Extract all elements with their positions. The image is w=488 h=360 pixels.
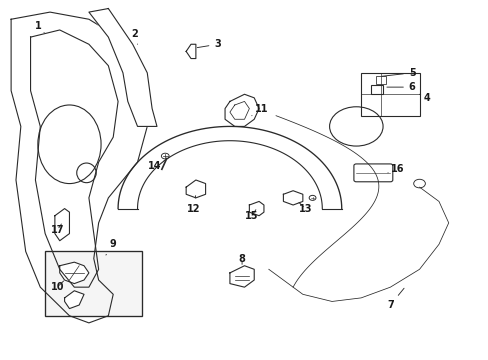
Text: 5: 5 (381, 68, 415, 78)
Text: 9: 9 (106, 239, 116, 255)
Bar (361, 73, 419, 116)
Polygon shape (89, 9, 157, 126)
Polygon shape (283, 191, 302, 205)
Text: 1: 1 (35, 21, 44, 32)
Circle shape (308, 195, 315, 201)
Polygon shape (60, 262, 89, 284)
Text: 14: 14 (147, 160, 164, 171)
Text: 10: 10 (50, 281, 64, 292)
Text: 15: 15 (244, 210, 258, 221)
Text: 6: 6 (386, 82, 415, 92)
Text: 4: 4 (419, 93, 429, 103)
Polygon shape (229, 266, 254, 287)
Text: 17: 17 (50, 224, 64, 235)
Text: 12: 12 (186, 195, 200, 213)
Text: 8: 8 (238, 253, 245, 264)
Text: 2: 2 (131, 28, 138, 44)
Bar (370, 85, 382, 94)
Polygon shape (249, 202, 264, 216)
Polygon shape (64, 291, 84, 309)
Bar (45, 251, 142, 316)
Polygon shape (186, 180, 205, 198)
Polygon shape (55, 208, 69, 241)
Text: 16: 16 (387, 164, 404, 174)
Bar (375, 76, 385, 84)
Circle shape (161, 153, 169, 159)
Text: 3: 3 (197, 39, 221, 49)
Text: 11: 11 (251, 104, 268, 116)
Text: 7: 7 (386, 288, 403, 310)
Text: 13: 13 (298, 202, 311, 213)
